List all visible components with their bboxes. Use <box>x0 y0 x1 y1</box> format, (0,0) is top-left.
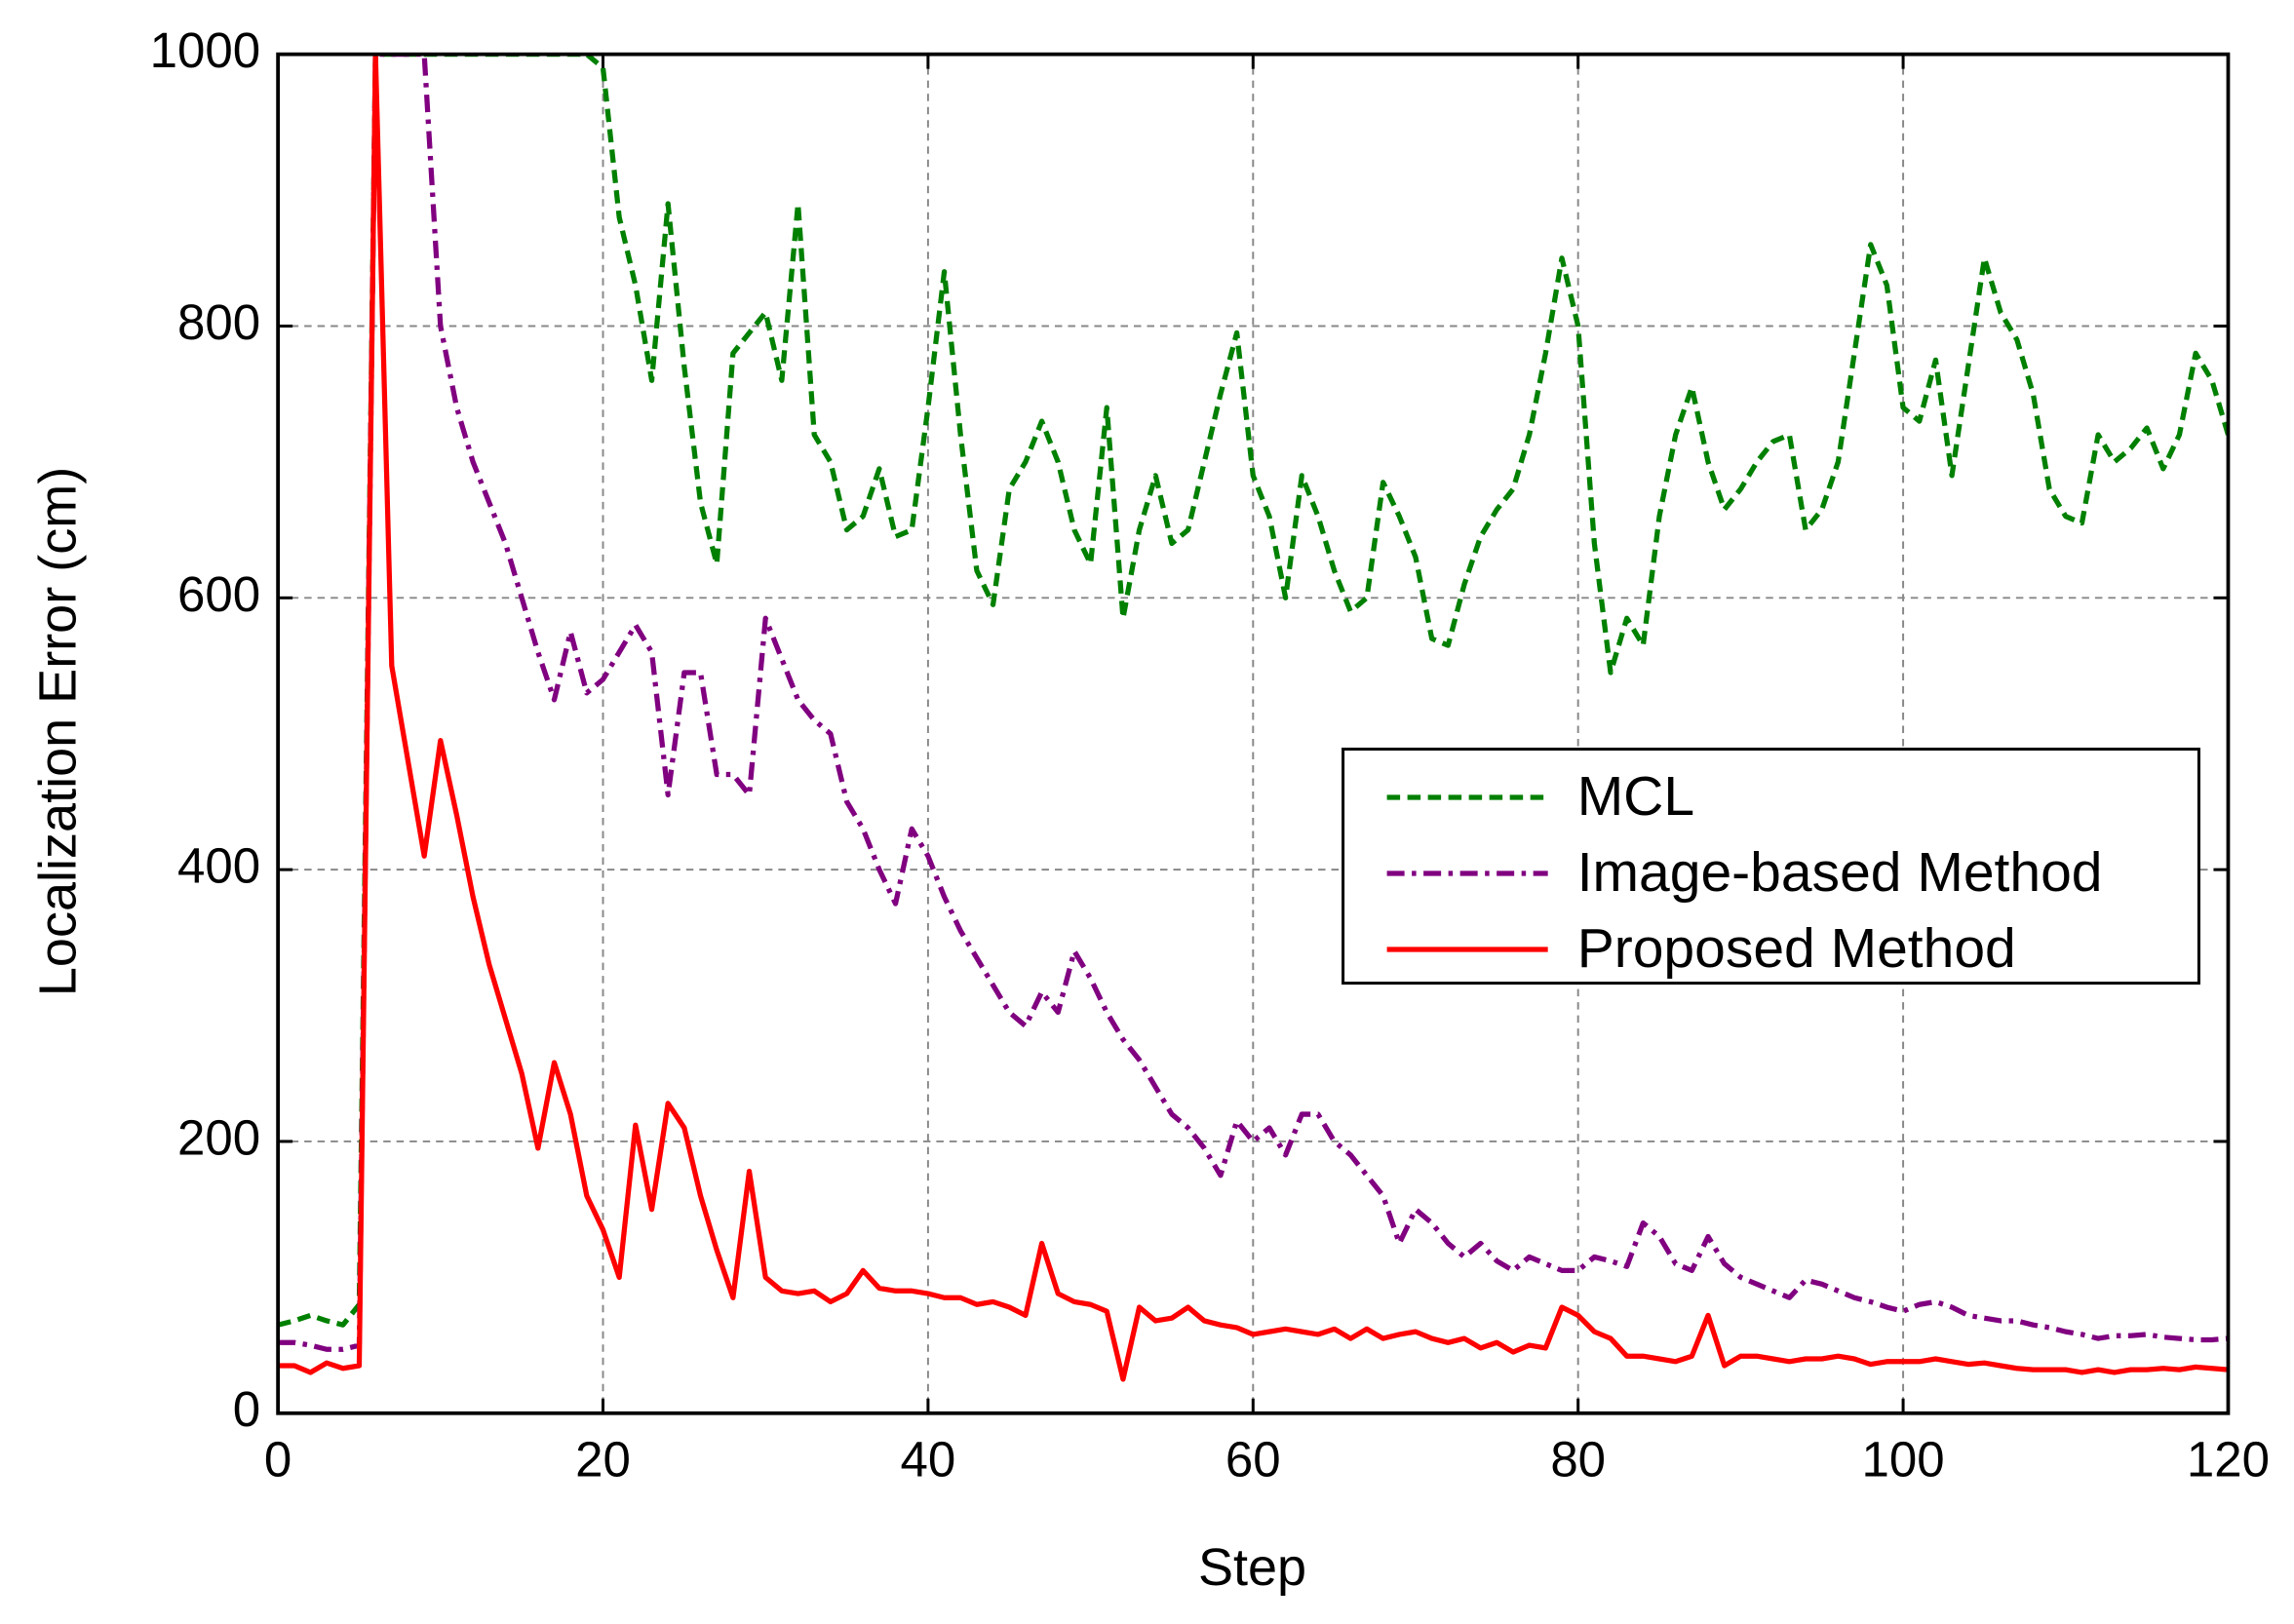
x-tick-label: 100 <box>1862 1431 1945 1487</box>
y-axis-label: Localization Error (cm) <box>28 467 87 996</box>
y-tick-label: 600 <box>177 566 260 622</box>
x-axis-label: Step <box>1198 1538 1306 1597</box>
x-tick-label: 40 <box>901 1431 956 1487</box>
y-tick-label: 400 <box>177 838 260 894</box>
y-tick-label: 0 <box>233 1381 260 1437</box>
y-tick-label: 800 <box>177 294 260 350</box>
legend-label: Proposed Method <box>1577 917 2016 980</box>
x-tick-label: 120 <box>2187 1431 2270 1487</box>
series-line <box>278 54 2229 1382</box>
x-tick-label: 0 <box>264 1431 292 1487</box>
series-line <box>278 54 2229 1328</box>
plot-frame <box>276 52 2231 1415</box>
legend-label: Image-based Method <box>1577 841 2103 904</box>
legend-box <box>1341 747 2200 986</box>
legend-label: MCL <box>1577 765 1694 828</box>
x-tick-label: 20 <box>575 1431 631 1487</box>
x-tick-label: 80 <box>1550 1431 1606 1487</box>
plot-area <box>278 54 2229 1382</box>
y-tick-label: 1000 <box>150 22 261 78</box>
y-tick-label: 200 <box>177 1109 260 1165</box>
series-line <box>278 54 2229 1352</box>
x-tick-label: 60 <box>1225 1431 1281 1487</box>
